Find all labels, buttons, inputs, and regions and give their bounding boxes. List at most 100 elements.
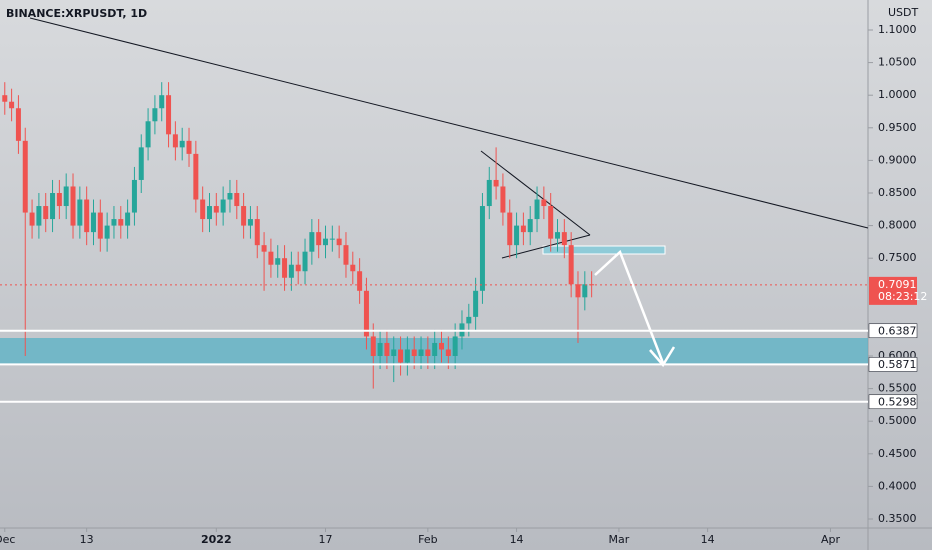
candle-body xyxy=(316,232,322,246)
level-label-box xyxy=(868,357,918,372)
y-tick-label: 0.5000 xyxy=(878,414,917,427)
candle-body xyxy=(63,186,69,207)
candle-body xyxy=(145,121,151,148)
y-tick-label: 0.4000 xyxy=(878,479,917,492)
candle-body xyxy=(111,219,117,226)
candle-body xyxy=(70,186,76,226)
supply-zone xyxy=(542,245,666,255)
x-tick-label: Apr xyxy=(821,533,841,546)
x-tick-label: Dec xyxy=(0,533,15,546)
y-tick-label: 0.8500 xyxy=(878,186,917,199)
level-label: 0.5871 xyxy=(878,358,917,371)
candle-body xyxy=(241,206,247,226)
candle-body xyxy=(186,140,192,154)
candle-body xyxy=(152,108,158,122)
candle-body xyxy=(514,225,520,246)
candle-body xyxy=(534,199,540,220)
last-price-box xyxy=(869,276,917,305)
candle-body xyxy=(220,199,226,213)
candle-body xyxy=(261,245,267,252)
x-tick-label: 14 xyxy=(510,533,524,546)
candle-body xyxy=(439,342,445,350)
candle-body xyxy=(329,238,335,240)
candle-body xyxy=(432,342,438,356)
x-tick-label: Mar xyxy=(609,533,630,546)
level-label-box xyxy=(868,394,918,410)
candle-body xyxy=(288,264,294,278)
y-tick-label: 0.9000 xyxy=(878,153,917,166)
candle-body xyxy=(548,206,554,239)
candle-body xyxy=(268,251,274,265)
candle-body xyxy=(206,206,212,220)
y-tick-label: 1.1000 xyxy=(878,23,917,36)
candle-body xyxy=(479,206,485,291)
candle-body xyxy=(193,153,199,200)
candle-body xyxy=(90,212,96,233)
candle-body xyxy=(166,95,172,135)
candle-body xyxy=(22,140,28,213)
candle-body xyxy=(118,219,124,226)
y-axis-label: USDT xyxy=(888,6,919,19)
candle-body xyxy=(50,193,56,220)
y-tick-label: 0.8000 xyxy=(878,219,917,232)
candle-body xyxy=(575,284,581,298)
candle-body xyxy=(398,349,404,363)
candle-body xyxy=(541,199,547,207)
candle-body xyxy=(486,179,492,207)
y-tick-label: 0.7500 xyxy=(878,251,917,264)
x-tick-label: Feb xyxy=(418,533,437,546)
level-label: 0.5298 xyxy=(878,395,917,408)
candle-body xyxy=(425,349,431,356)
candle-body xyxy=(2,95,8,102)
candle-body xyxy=(200,199,206,220)
candle-body xyxy=(309,232,315,252)
candle-body xyxy=(323,238,328,246)
x-tick-label: 13 xyxy=(80,533,94,546)
candle-body xyxy=(77,199,83,226)
candle-body xyxy=(582,284,588,298)
candle-body xyxy=(336,238,342,246)
candle-body xyxy=(493,179,499,187)
y-tick-label: 1.0000 xyxy=(878,88,917,101)
projection-arrow xyxy=(594,249,665,364)
candle-body xyxy=(561,232,567,246)
candle-body xyxy=(384,342,390,356)
candle-body xyxy=(43,206,49,220)
x-tick-label: 2022 xyxy=(201,533,232,546)
candle-body xyxy=(159,95,165,109)
candle-body xyxy=(302,251,308,272)
candle-body xyxy=(125,212,131,226)
candle-body xyxy=(227,193,233,200)
last-price-label: 0.7091 xyxy=(878,278,917,291)
candle-body xyxy=(254,219,260,246)
candle-body xyxy=(418,349,424,356)
candle-body xyxy=(568,245,574,285)
candle-body xyxy=(131,179,137,213)
candle-body xyxy=(370,336,376,356)
candle-body xyxy=(520,225,526,233)
candle-body xyxy=(445,349,451,356)
level-label-box xyxy=(868,323,918,339)
x-tick-label: 14 xyxy=(701,533,715,546)
candle-body xyxy=(282,258,288,278)
candle-body xyxy=(234,193,240,207)
chart-title: BINANCE:XRPUSDT, 1D xyxy=(6,7,147,20)
candle-body xyxy=(275,258,281,265)
candle-body xyxy=(452,336,458,356)
candle-body xyxy=(377,342,383,356)
y-tick-label: 1.0500 xyxy=(878,56,917,69)
candle-body xyxy=(179,140,185,148)
candle-body xyxy=(213,206,219,213)
candle-body xyxy=(9,101,15,109)
candle-body xyxy=(473,290,479,317)
candle-body xyxy=(29,212,35,226)
candle-body xyxy=(56,193,62,207)
level-label: 0.6387 xyxy=(878,324,917,337)
candle-body xyxy=(350,264,356,272)
candle-body xyxy=(555,232,561,239)
candle-body xyxy=(15,108,21,141)
candle-body xyxy=(411,349,417,356)
x-tick-label: 17 xyxy=(319,533,333,546)
